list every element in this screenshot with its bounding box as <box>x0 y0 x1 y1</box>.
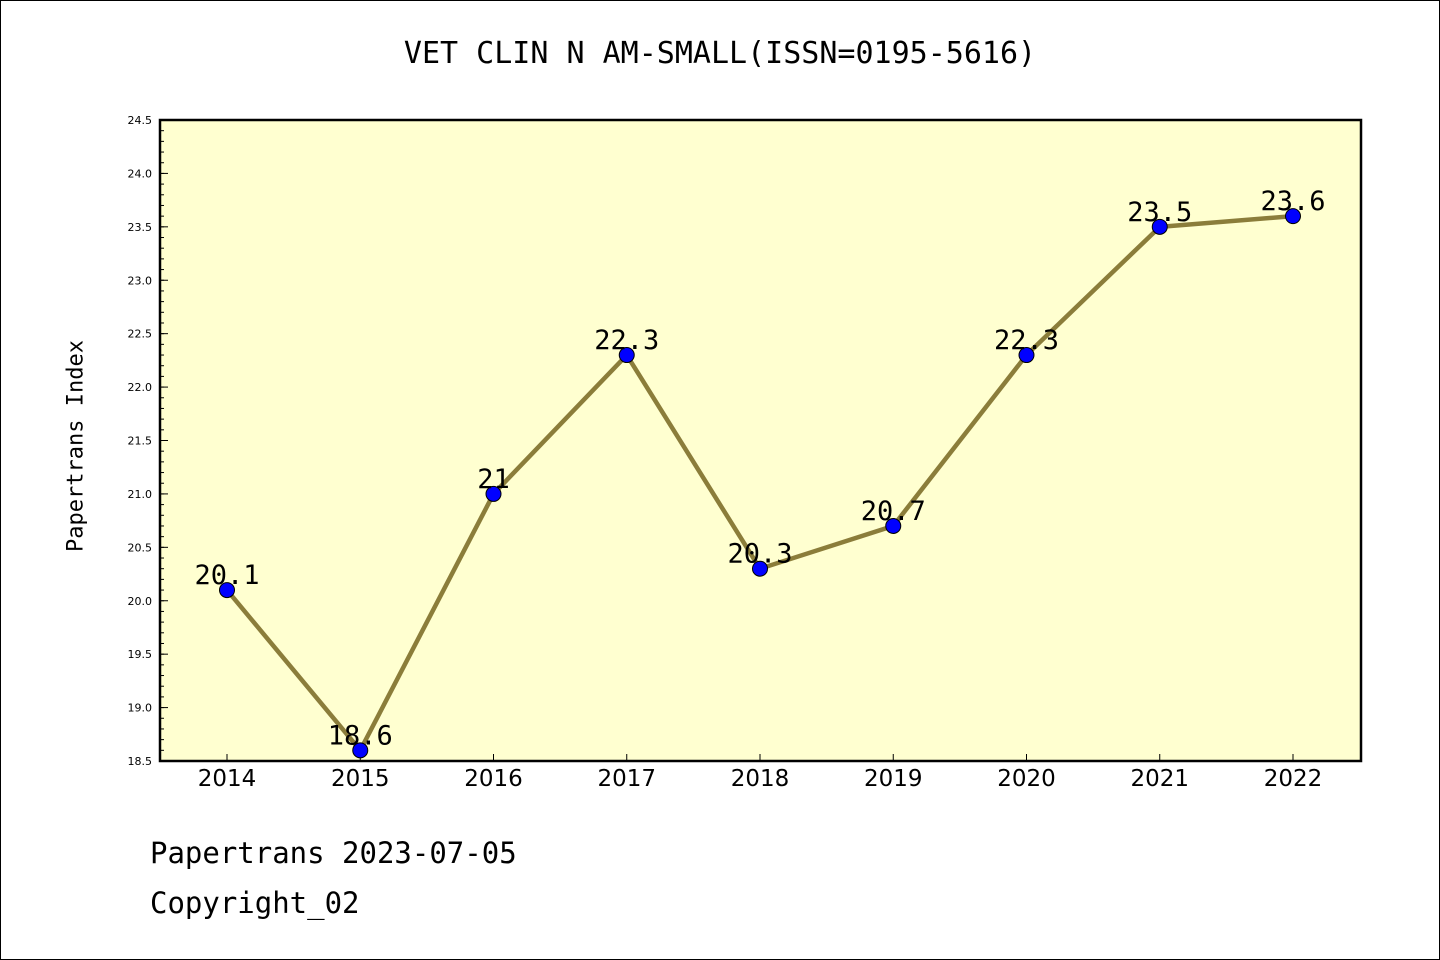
footer-copyright: Copyright_02 <box>150 886 360 920</box>
y-tick-label: 19.0 <box>128 702 153 715</box>
data-point <box>1151 218 1168 235</box>
x-tick-label: 2017 <box>597 766 656 792</box>
y-tick-label: 23.0 <box>128 274 153 287</box>
y-tick-label: 21.0 <box>128 488 153 501</box>
y-tick-label: 22.5 <box>128 328 153 341</box>
data-labels: 20.1 18.6 21 22.3 20.3 20.7 22.3 23.5 23.6 <box>194 186 1325 751</box>
data-series <box>219 208 1301 759</box>
data-point <box>1018 347 1035 364</box>
y-tick-label: 24.0 <box>128 167 153 180</box>
x-tick-label: 2019 <box>864 766 923 792</box>
data-point <box>219 582 235 599</box>
data-point <box>752 560 768 577</box>
data-label: 22.3 <box>594 325 659 356</box>
y-tick-label: 21.5 <box>128 435 153 448</box>
data-point <box>1285 208 1301 225</box>
y-tick-label: 19.5 <box>128 648 153 661</box>
x-tick-label: 2021 <box>1130 766 1189 792</box>
data-label: 22.3 <box>994 325 1059 356</box>
x-tick-label: 2015 <box>331 766 390 792</box>
x-tick-label: 2014 <box>198 766 257 792</box>
data-label: 20.1 <box>194 560 259 591</box>
x-tick-label: 2016 <box>464 766 523 792</box>
y-tick-label: 18.5 <box>128 755 153 768</box>
plot-border <box>158 118 1363 763</box>
y-tick-label: 24.5 <box>128 114 153 127</box>
data-label: 23.6 <box>1260 186 1325 217</box>
x-tick-label: 2020 <box>997 766 1056 792</box>
y-tick-label: 20.0 <box>128 595 153 608</box>
data-label: 21 <box>477 464 510 495</box>
data-label: 20.3 <box>727 539 792 570</box>
chart-title: VET CLIN N AM-SMALL(ISSN=0195-5616) <box>403 36 1037 71</box>
x-tick-label: 2018 <box>731 766 790 792</box>
x-axis-ticks: 2014 2015 2016 2017 2018 2019 2020 2021 2022 <box>198 754 1323 792</box>
data-label: 23.5 <box>1127 197 1192 228</box>
data-label: 20.7 <box>861 496 926 527</box>
footer-date: Papertrans 2023-07-05 <box>150 836 517 870</box>
y-axis-ticks: 18.5 19.0 19.5 20.0 20.5 21.0 21.5 22.0 22.5 23.0… <box>128 114 168 768</box>
y-tick-label: 23.5 <box>128 221 153 234</box>
data-point <box>618 347 635 364</box>
y-tick-label: 22.0 <box>128 381 153 394</box>
y-tick-label: 20.5 <box>128 541 153 554</box>
data-point <box>352 742 369 759</box>
x-tick-label: 2022 <box>1264 766 1323 792</box>
data-label: 18.6 <box>328 720 393 751</box>
data-point <box>885 517 902 534</box>
data-point <box>485 485 502 502</box>
